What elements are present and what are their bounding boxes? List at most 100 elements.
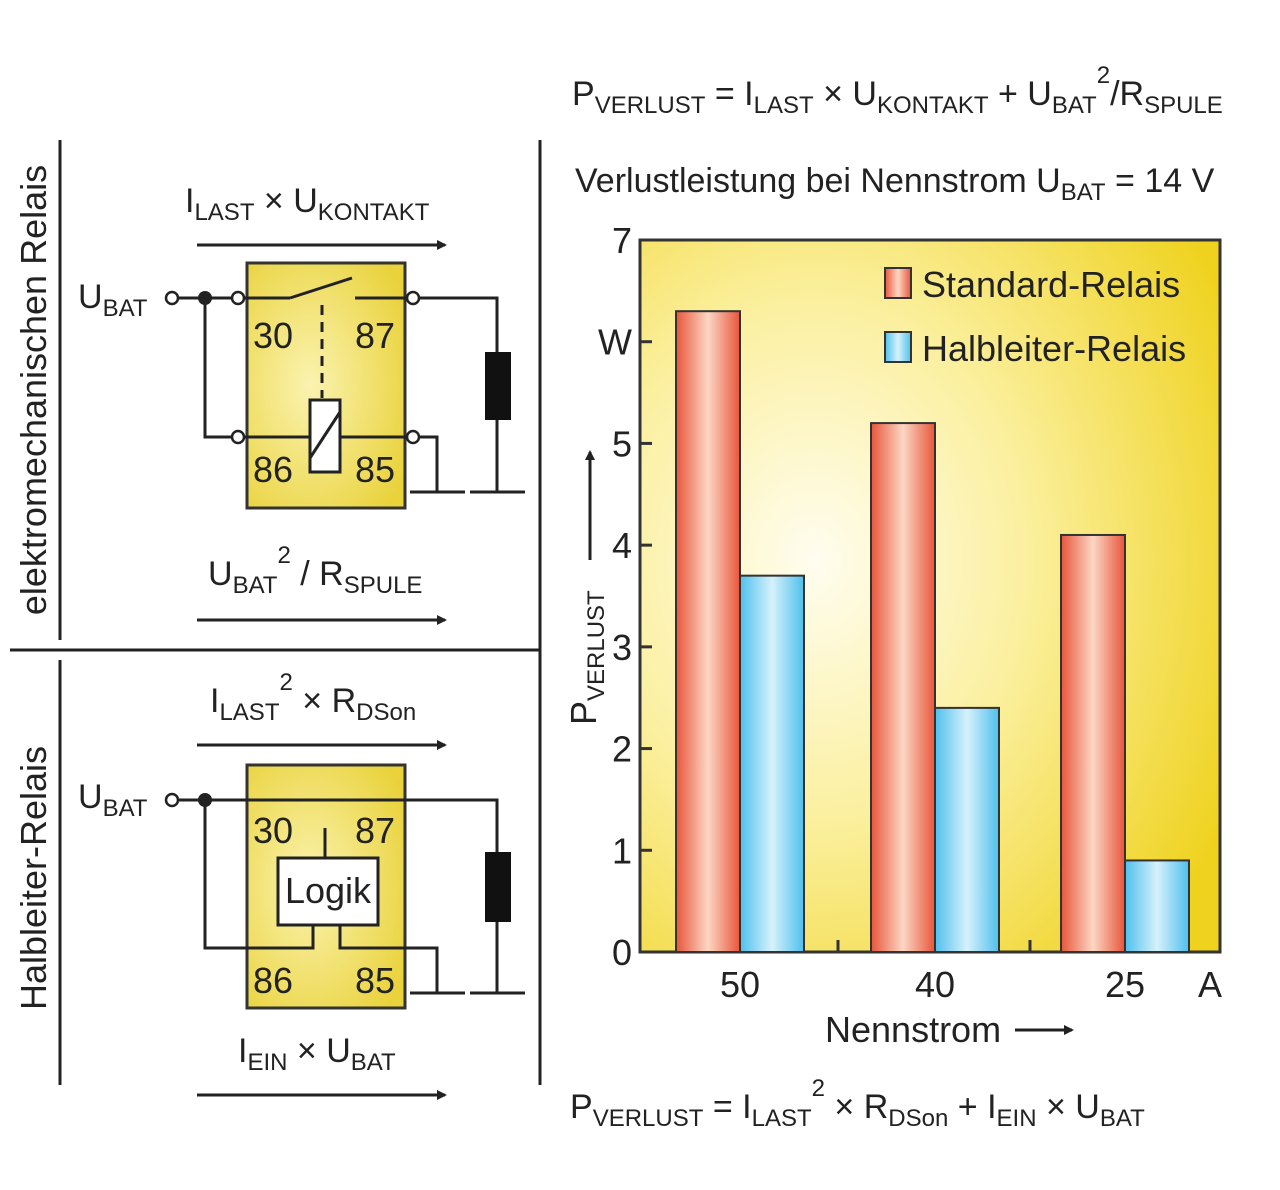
- terminal-icon: [164, 290, 180, 306]
- pin-86: 86: [253, 449, 293, 490]
- y-tick-label: W: [598, 322, 632, 363]
- formula-text: + U: [989, 75, 1052, 113]
- y-axis-label: PVERLUST​: [563, 590, 610, 725]
- formula-text: × U: [1037, 1088, 1100, 1126]
- electromechanical-relay-circuit: ILAST​ × UKONTAKT​ UBAT​ 30 87 86 85 UBA…: [78, 182, 525, 625]
- logic-block: [276, 856, 380, 927]
- y-tick-label: 7: [612, 220, 632, 261]
- subscript: LAST: [754, 92, 814, 119]
- legend: Standard-Relais Halbleiter-Relais: [884, 264, 1186, 369]
- formula-text: / R: [291, 555, 344, 593]
- load-resistor-icon: [485, 352, 511, 420]
- logic-label: Logik: [285, 870, 372, 911]
- section-label-electromechanical: elektromechanischen Relais: [13, 165, 54, 615]
- legend-label-halbleiter: Halbleiter-Relais: [922, 328, 1186, 369]
- subscript: BAT: [1052, 92, 1097, 119]
- formula-text: Verlustleistung bei Nennstrom U: [575, 162, 1061, 200]
- formula-text: U: [78, 278, 103, 316]
- subscript: BAT: [1100, 1105, 1145, 1132]
- subscript: LAST: [194, 199, 254, 226]
- subscript: KONTAKT: [318, 199, 430, 226]
- superscript: 2: [279, 669, 292, 696]
- formula-text: U: [78, 778, 103, 816]
- formula-contact-loss: ILAST​ × UKONTAKT​: [185, 182, 430, 226]
- formula-text: I: [238, 1032, 247, 1070]
- y-tick-label: 3: [612, 627, 632, 668]
- x-axis-unit: A: [1198, 964, 1222, 1005]
- formula-text: I: [185, 182, 194, 220]
- subscript: DSon: [356, 699, 416, 726]
- subscript: SPULE: [344, 572, 423, 599]
- formula-text: I: [210, 682, 219, 720]
- subscript: KONTAKT: [877, 92, 989, 119]
- subscript: VERLUST: [593, 1105, 704, 1132]
- y-tick-label: 5: [612, 423, 632, 464]
- formula-text: + I: [948, 1088, 996, 1126]
- formula-coil-loss: UBAT​2​ / RSPULE​: [208, 542, 422, 599]
- subscript: BAT: [233, 572, 278, 599]
- y-tick-label: 1: [612, 830, 632, 871]
- formula-bottom: PVERLUST​ = ILAST​2​ × RDSon​ + IEIN​ × …: [570, 1075, 1145, 1132]
- formula-rdson-loss: ILAST​2​ × RDSon​: [210, 669, 416, 726]
- ubat-label: UBAT​: [78, 278, 148, 322]
- bar-standard-relais-25: [1060, 533, 1126, 953]
- pin-87: 87: [355, 315, 395, 356]
- bar-halbleiter-relais-50: [739, 574, 805, 954]
- formula-text: P: [572, 75, 595, 113]
- y-tick-label: 0: [612, 932, 632, 973]
- pin-30: 30: [253, 810, 293, 851]
- subscript: BAT: [1061, 179, 1106, 206]
- subscript: BAT: [351, 1049, 396, 1076]
- terminal-icon: [164, 792, 180, 808]
- subscript: EIN: [997, 1105, 1037, 1132]
- formula-text: P: [563, 701, 604, 725]
- legend-swatch-standard: [884, 267, 912, 299]
- superscript: 2: [277, 542, 290, 569]
- bar-halbleiter-relais-25: [1124, 859, 1190, 954]
- chart-subtitle: Verlustleistung bei Nennstrom UBAT​ = 14…: [575, 162, 1215, 206]
- formula-text: = I: [705, 75, 753, 113]
- switch-contact-icon: [289, 276, 353, 300]
- x-axis-label: Nennstrom: [825, 1009, 1001, 1050]
- subscript: BAT: [103, 295, 148, 322]
- formula-control-loss: IEIN​ × UBAT​: [238, 1032, 396, 1076]
- formula-text: P: [570, 1088, 593, 1126]
- formula-text: U: [208, 555, 233, 593]
- formula-text: = I: [703, 1088, 751, 1126]
- formula-text: × R: [293, 682, 356, 720]
- pin-87: 87: [355, 810, 395, 851]
- formula-text: × U: [254, 182, 317, 220]
- y-tick-label: 4: [612, 525, 632, 566]
- formula-text: × U: [287, 1032, 350, 1070]
- subscript: BAT: [103, 795, 148, 822]
- bar-halbleiter-relais-40: [934, 706, 1000, 954]
- subscript: LAST: [219, 699, 279, 726]
- legend-label-standard: Standard-Relais: [922, 264, 1180, 305]
- pin-30: 30: [253, 315, 293, 356]
- subscript: VERLUST: [583, 590, 610, 701]
- load-resistor-icon: [485, 852, 511, 922]
- subscript: EIN: [247, 1049, 287, 1076]
- formula-text: = 14 V: [1106, 162, 1215, 200]
- subscript: LAST: [752, 1105, 812, 1132]
- subscript: DSon: [888, 1105, 948, 1132]
- pin-85: 85: [355, 449, 395, 490]
- formula-top: PVERLUST​ = ILAST​ × UKONTAKT​ + UBAT​2​…: [572, 62, 1223, 119]
- superscript: 2: [812, 1075, 825, 1102]
- subscript: SPULE: [1144, 92, 1223, 119]
- x-tick-label: 50: [720, 964, 760, 1005]
- section-label-semiconductor: Halbleiter-Relais: [13, 746, 54, 1010]
- subscript: VERLUST: [595, 92, 706, 119]
- pin-85: 85: [355, 960, 395, 1001]
- y-tick-label: 2: [612, 729, 632, 770]
- superscript: 2: [1097, 62, 1110, 89]
- bar-chart: 0 1 2 3 4 5 W 7 50 40 25 Standard-Relais Halbleit…: [563, 220, 1222, 1050]
- bar-standard-relais-50: [675, 310, 741, 953]
- x-tick-label: 40: [915, 964, 955, 1005]
- semiconductor-relay-circuit: ILAST​2​ × RDSon​ UBAT​ Logik 30 87 86 8…: [78, 669, 525, 1100]
- x-tick-label: 25: [1105, 964, 1145, 1005]
- pin-86: 86: [253, 960, 293, 1001]
- legend-swatch-halbleiter: [884, 331, 912, 363]
- ubat-label: UBAT​: [78, 778, 148, 822]
